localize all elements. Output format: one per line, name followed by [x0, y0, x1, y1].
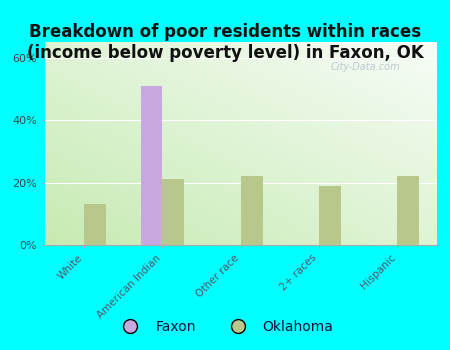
- Bar: [140, 86, 162, 245]
- Text: City-Data.com: City-Data.com: [331, 62, 400, 72]
- Text: Breakdown of poor residents within races
(income below poverty level) in Faxon, : Breakdown of poor residents within races…: [27, 23, 423, 62]
- Bar: [397, 176, 419, 245]
- Bar: [319, 186, 341, 245]
- Bar: [162, 180, 184, 245]
- Bar: [84, 204, 106, 245]
- Bar: [241, 176, 263, 245]
- Legend: Faxon, Oklahoma: Faxon, Oklahoma: [111, 314, 339, 340]
